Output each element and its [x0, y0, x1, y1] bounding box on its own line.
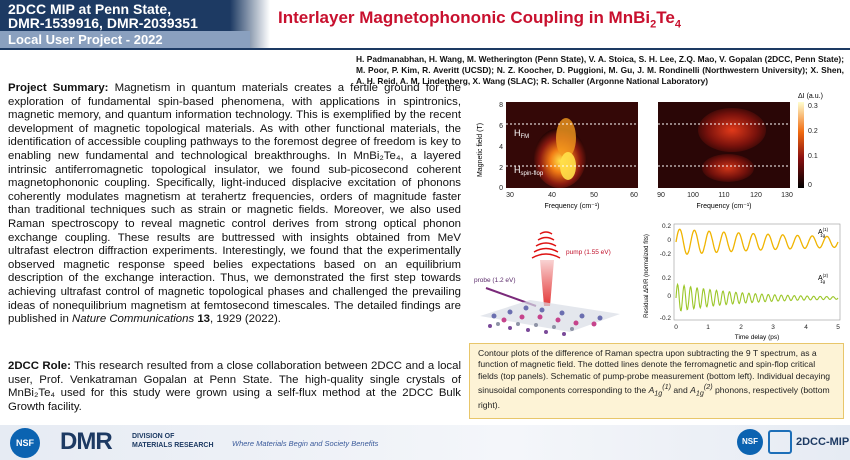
role-label: 2DCC Role:	[8, 360, 71, 372]
contour-y-axis-label: Magnetic field (T)	[477, 123, 484, 177]
pump-label: pump (1.55 eV)	[566, 249, 611, 256]
xtick: 60	[630, 192, 638, 199]
pump-probe-schematic: pump (1.55 eV) probe (1.2 eV)	[474, 231, 620, 336]
crystal-lattice	[480, 300, 620, 336]
ytick: 4	[499, 144, 503, 151]
dmr-logo[interactable]: DMR	[60, 428, 113, 455]
ytick: 8	[499, 102, 503, 109]
trace-ytick: -0.2	[660, 315, 672, 322]
page-title: Interlayer Magnetophononic Coupling in M…	[278, 8, 681, 31]
hspinflop-label: Hspin-flop	[514, 165, 544, 177]
xtick: 50	[590, 192, 598, 199]
trace-xtick: 0	[674, 324, 678, 331]
project-summary: Project Summary: Magnetism in quantum ma…	[8, 82, 461, 327]
summary-volume: 13	[197, 313, 210, 326]
header-rule	[0, 48, 850, 50]
2dcc-mip-label: 2DCC-MIP	[796, 436, 850, 448]
dmr-subtitle-2: MATERIALS RESEARCH	[132, 442, 214, 449]
pump-pulse	[531, 231, 561, 259]
summary-citation-tail: , 1929 (2022).	[210, 313, 281, 326]
authors-list: H. Padmanabhan, H. Wang, M. Wetherington…	[356, 54, 844, 86]
trace-xtick: 2	[739, 324, 743, 331]
contour-right-x-label: Frequency (cm⁻¹)	[696, 203, 751, 210]
colorbar-tick: 0.2	[808, 128, 818, 135]
xtick: 120	[750, 192, 762, 199]
role-text: This research resulted from a close coll…	[8, 360, 461, 413]
hfm-label: HFM	[514, 128, 529, 140]
xtick: 110	[718, 192, 729, 199]
a1g-2-label: A(2) 1g	[818, 273, 829, 284]
xtick: 90	[657, 192, 665, 199]
summary-text: Magnetism in quantum materials creates a…	[8, 82, 461, 326]
trace-xtick: 4	[804, 324, 808, 331]
nsf-logo[interactable]: NSF	[10, 428, 40, 458]
header-subband	[0, 31, 250, 48]
trace-xtick: 1	[706, 324, 710, 331]
contour-left-x-label: Frequency (cm⁻¹)	[544, 203, 599, 210]
xtick: 30	[506, 192, 514, 199]
nsf-logo-right[interactable]: NSF	[737, 429, 763, 455]
xtick: 130	[781, 192, 793, 199]
header-line-2: DMR-1539916, DMR-2039351	[8, 15, 198, 31]
ytick: 2	[499, 165, 503, 172]
summary-journal: Nature Communications	[71, 313, 195, 326]
a1g-1-label: A(1) 1g	[818, 227, 829, 238]
trace-ytick: 0.2	[662, 275, 671, 282]
summary-label: Project Summary:	[8, 82, 109, 94]
colorbar-tick: 0.3	[808, 103, 818, 110]
colorbar-tick: 0.1	[808, 153, 818, 160]
contour-figure: Magnetic field (T) HFM Hspin-flop 8 6 4 …	[477, 93, 823, 210]
a1g-2-trace	[675, 282, 839, 312]
trace-xtick: 5	[836, 324, 840, 331]
trace-ytick: -0.2	[660, 251, 672, 258]
trace-ytick: 0	[667, 293, 671, 300]
trace-y-axis-label: Residual ΔR/R (normalized fits)	[644, 234, 650, 318]
header-line-1: 2DCC MIP at Penn State,	[8, 1, 172, 17]
xtick: 100	[687, 192, 699, 199]
role-paragraph: 2DCC Role: This research resulted from a…	[8, 360, 461, 414]
trace-ytick: 0	[667, 237, 671, 244]
ytick: 0	[499, 185, 503, 192]
phonon-trace-plot: Residual ΔR/R (normalized fits) 0.2 0 -0…	[644, 223, 841, 341]
ytick: 6	[499, 123, 503, 130]
dmr-subtitle-1: DIVISION OF	[132, 433, 175, 440]
colorbar	[798, 102, 804, 188]
header-subline: Local User Project - 2022	[8, 32, 163, 47]
2dcc-logo-icon[interactable]	[768, 430, 792, 454]
footer-band	[0, 425, 850, 460]
trace-ytick: 0.2	[662, 223, 671, 230]
figure-caption: Contour plots of the difference of Raman…	[469, 343, 844, 419]
a1g-1-trace	[675, 228, 839, 255]
trace-x-axis-label: Time delay (ps)	[735, 334, 780, 341]
trace-axes-frame	[673, 223, 841, 321]
trace-xtick: 3	[771, 324, 775, 331]
probe-label: probe (1.2 eV)	[474, 277, 516, 284]
colorbar-tick: 0	[808, 182, 812, 189]
xtick: 40	[548, 192, 556, 199]
colorbar-label: ΔI (a.u.)	[798, 93, 823, 100]
footer-slogan: Where Materials Begin and Society Benefi…	[232, 439, 379, 448]
